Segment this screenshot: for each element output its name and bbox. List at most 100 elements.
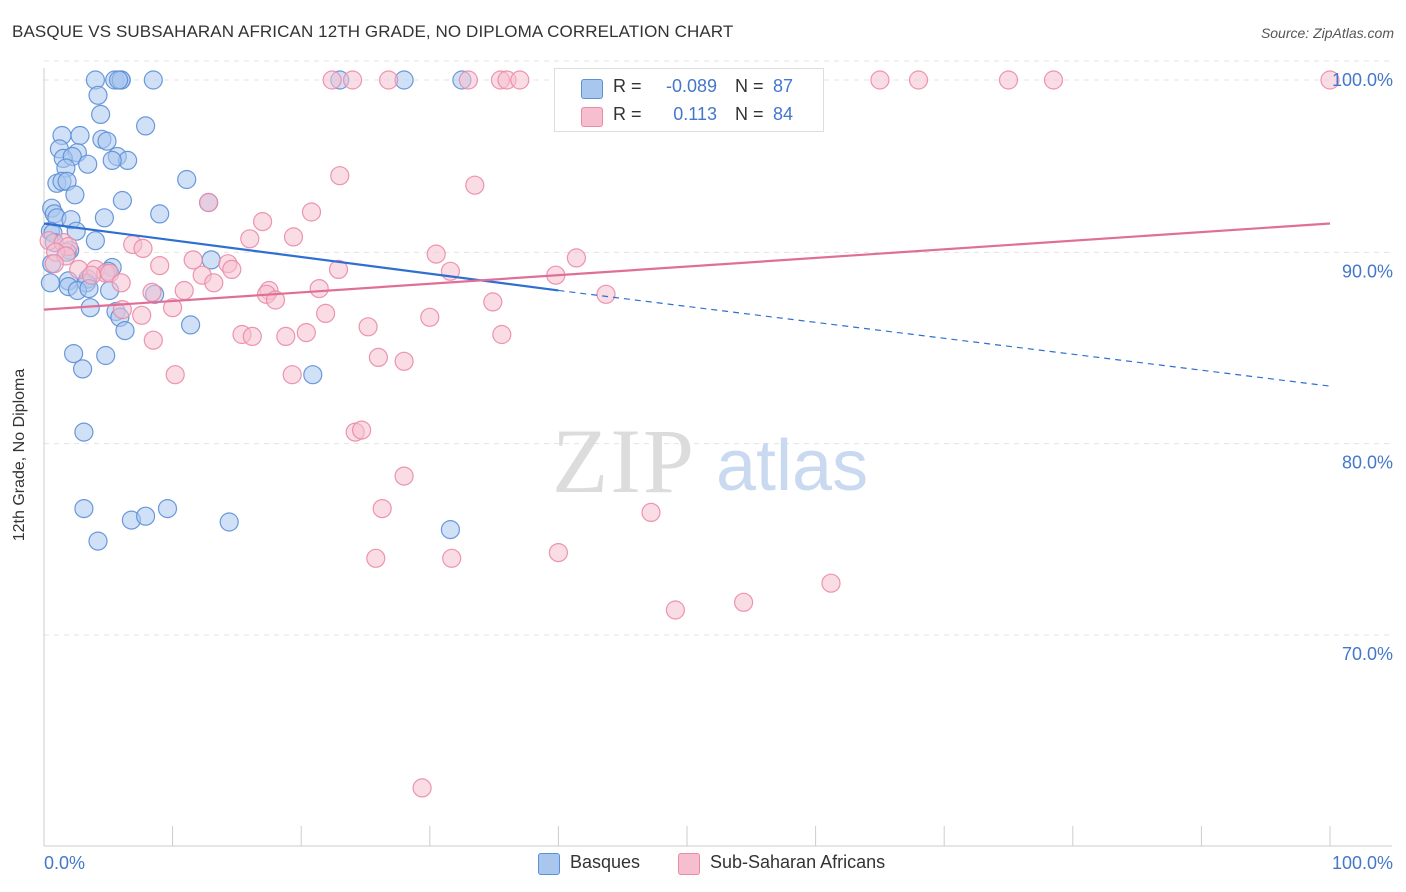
chart-source: Source: ZipAtlas.com (1260, 25, 1394, 41)
subsaharan-point (1043, 70, 1064, 90)
subsaharan-point (492, 324, 512, 345)
basques-point (74, 499, 94, 519)
subsaharan-point (394, 351, 414, 371)
subsaharan-point (163, 298, 183, 318)
bottom-legend-label-subsaharan: Sub-Saharan Africans (710, 852, 886, 872)
subsaharan-point (253, 212, 273, 232)
y-tick-label: 70.0% (1342, 644, 1393, 664)
y-axis-label: 12th Grade, No Diploma (11, 368, 28, 542)
subsaharan-point (641, 502, 661, 523)
subsaharan-point (998, 70, 1019, 90)
subsaharan-point (199, 192, 219, 213)
basques-point (94, 208, 115, 228)
axes (43, 68, 1392, 847)
subsaharan-point (908, 70, 929, 90)
subsaharan-point (301, 202, 322, 222)
subsaharan-point (358, 317, 378, 337)
subsaharan-point (165, 365, 185, 385)
subsaharan-point (222, 259, 242, 279)
basques-point (88, 531, 108, 551)
series-subsaharan (39, 70, 1340, 798)
basques-point (102, 150, 122, 170)
subsaharan-point (143, 330, 163, 350)
subsaharan-point (81, 265, 102, 285)
subsaharan-point (372, 499, 392, 519)
watermark: ZIP atlas (552, 410, 868, 512)
basques-point (136, 506, 156, 526)
legend-n-label: N = (735, 104, 764, 124)
tick-labels: 70.0% 80.0% 90.0% 100.0% 0.0% 100.0% (44, 70, 1393, 873)
stats-legend: R = -0.089 N = 87 R = 0.113 N = 84 (554, 68, 824, 132)
legend-row-basques: R = -0.089 N = 87 (555, 73, 823, 101)
watermark-atlas: atlas (716, 426, 868, 506)
subsaharan-point (309, 279, 329, 299)
basques-point (97, 131, 117, 151)
basques-point (115, 321, 135, 341)
trend-line-basques-solid (43, 222, 559, 292)
basques-point (143, 70, 163, 90)
subsaharan-point (733, 592, 754, 612)
subsaharan-point (204, 273, 224, 293)
subsaharan-point (426, 244, 446, 264)
subsaharan-point (283, 227, 304, 247)
subsaharan-point (548, 542, 569, 563)
subsaharan-point (240, 229, 260, 249)
basques-point (90, 104, 111, 125)
subsaharan-point (316, 303, 336, 323)
subsaharan-point (183, 250, 203, 270)
basques-point (63, 344, 84, 364)
subsaharan-point (665, 600, 686, 620)
watermark-zip: ZIP (552, 410, 696, 512)
legend-row-subsaharan: R = 0.113 N = 84 (555, 101, 823, 129)
bottom-legend-label-basques: Basques (570, 852, 641, 872)
subsaharan-point (465, 175, 485, 195)
subsaharan-point (510, 70, 530, 90)
subsaharan-point (442, 548, 462, 568)
basques-point (40, 273, 61, 293)
basques-point (88, 85, 108, 105)
basques-point (72, 359, 93, 379)
legend-r-label: R = (613, 76, 642, 96)
subsaharan-point (282, 365, 302, 385)
subsaharan-point (142, 282, 162, 302)
basques-point (303, 365, 323, 385)
basques-point (440, 519, 460, 540)
bottom-legend-swatch-basques (538, 853, 560, 875)
legend-n-value-subsaharan: 84 (773, 104, 794, 124)
subsaharan-point (242, 326, 262, 346)
subsaharan-point (366, 548, 386, 568)
subsaharan-point (566, 248, 587, 268)
subsaharan-point (133, 238, 153, 258)
trend-line-subsaharan (43, 222, 1331, 311)
basques-point (219, 512, 239, 532)
basques-point (177, 169, 197, 190)
basques-point (157, 499, 178, 519)
subsaharan-point (420, 307, 440, 327)
subsaharan-point (343, 70, 363, 90)
basques-point (65, 185, 85, 205)
subsaharan-point (328, 259, 349, 279)
subsaharan-point (132, 305, 152, 325)
legend-n-value-basques: 87 (773, 76, 794, 96)
basques-point (70, 125, 90, 146)
basques-point (181, 315, 201, 335)
subsaharan-point (483, 292, 503, 312)
legend-swatch-basques (581, 79, 603, 99)
basques-point (74, 422, 94, 442)
gridlines (44, 60, 1392, 636)
trend-lines (43, 222, 1331, 387)
subsaharan-point (1320, 70, 1340, 90)
bottom-legend-swatch-subsaharan (678, 853, 700, 875)
subsaharan-point (368, 347, 388, 367)
subsaharan-point (330, 166, 350, 186)
subsaharan-point (412, 778, 432, 798)
legend-swatch-subsaharan (581, 107, 603, 127)
subsaharan-point (352, 420, 372, 440)
subsaharan-point (111, 273, 131, 293)
chart-title: BASQUE VS SUBSAHARAN AFRICAN 12TH GRADE,… (12, 22, 734, 41)
basques-point (78, 154, 98, 174)
y-tick-label: 90.0% (1342, 261, 1393, 281)
basques-point (108, 70, 129, 90)
basques-point (150, 204, 170, 224)
